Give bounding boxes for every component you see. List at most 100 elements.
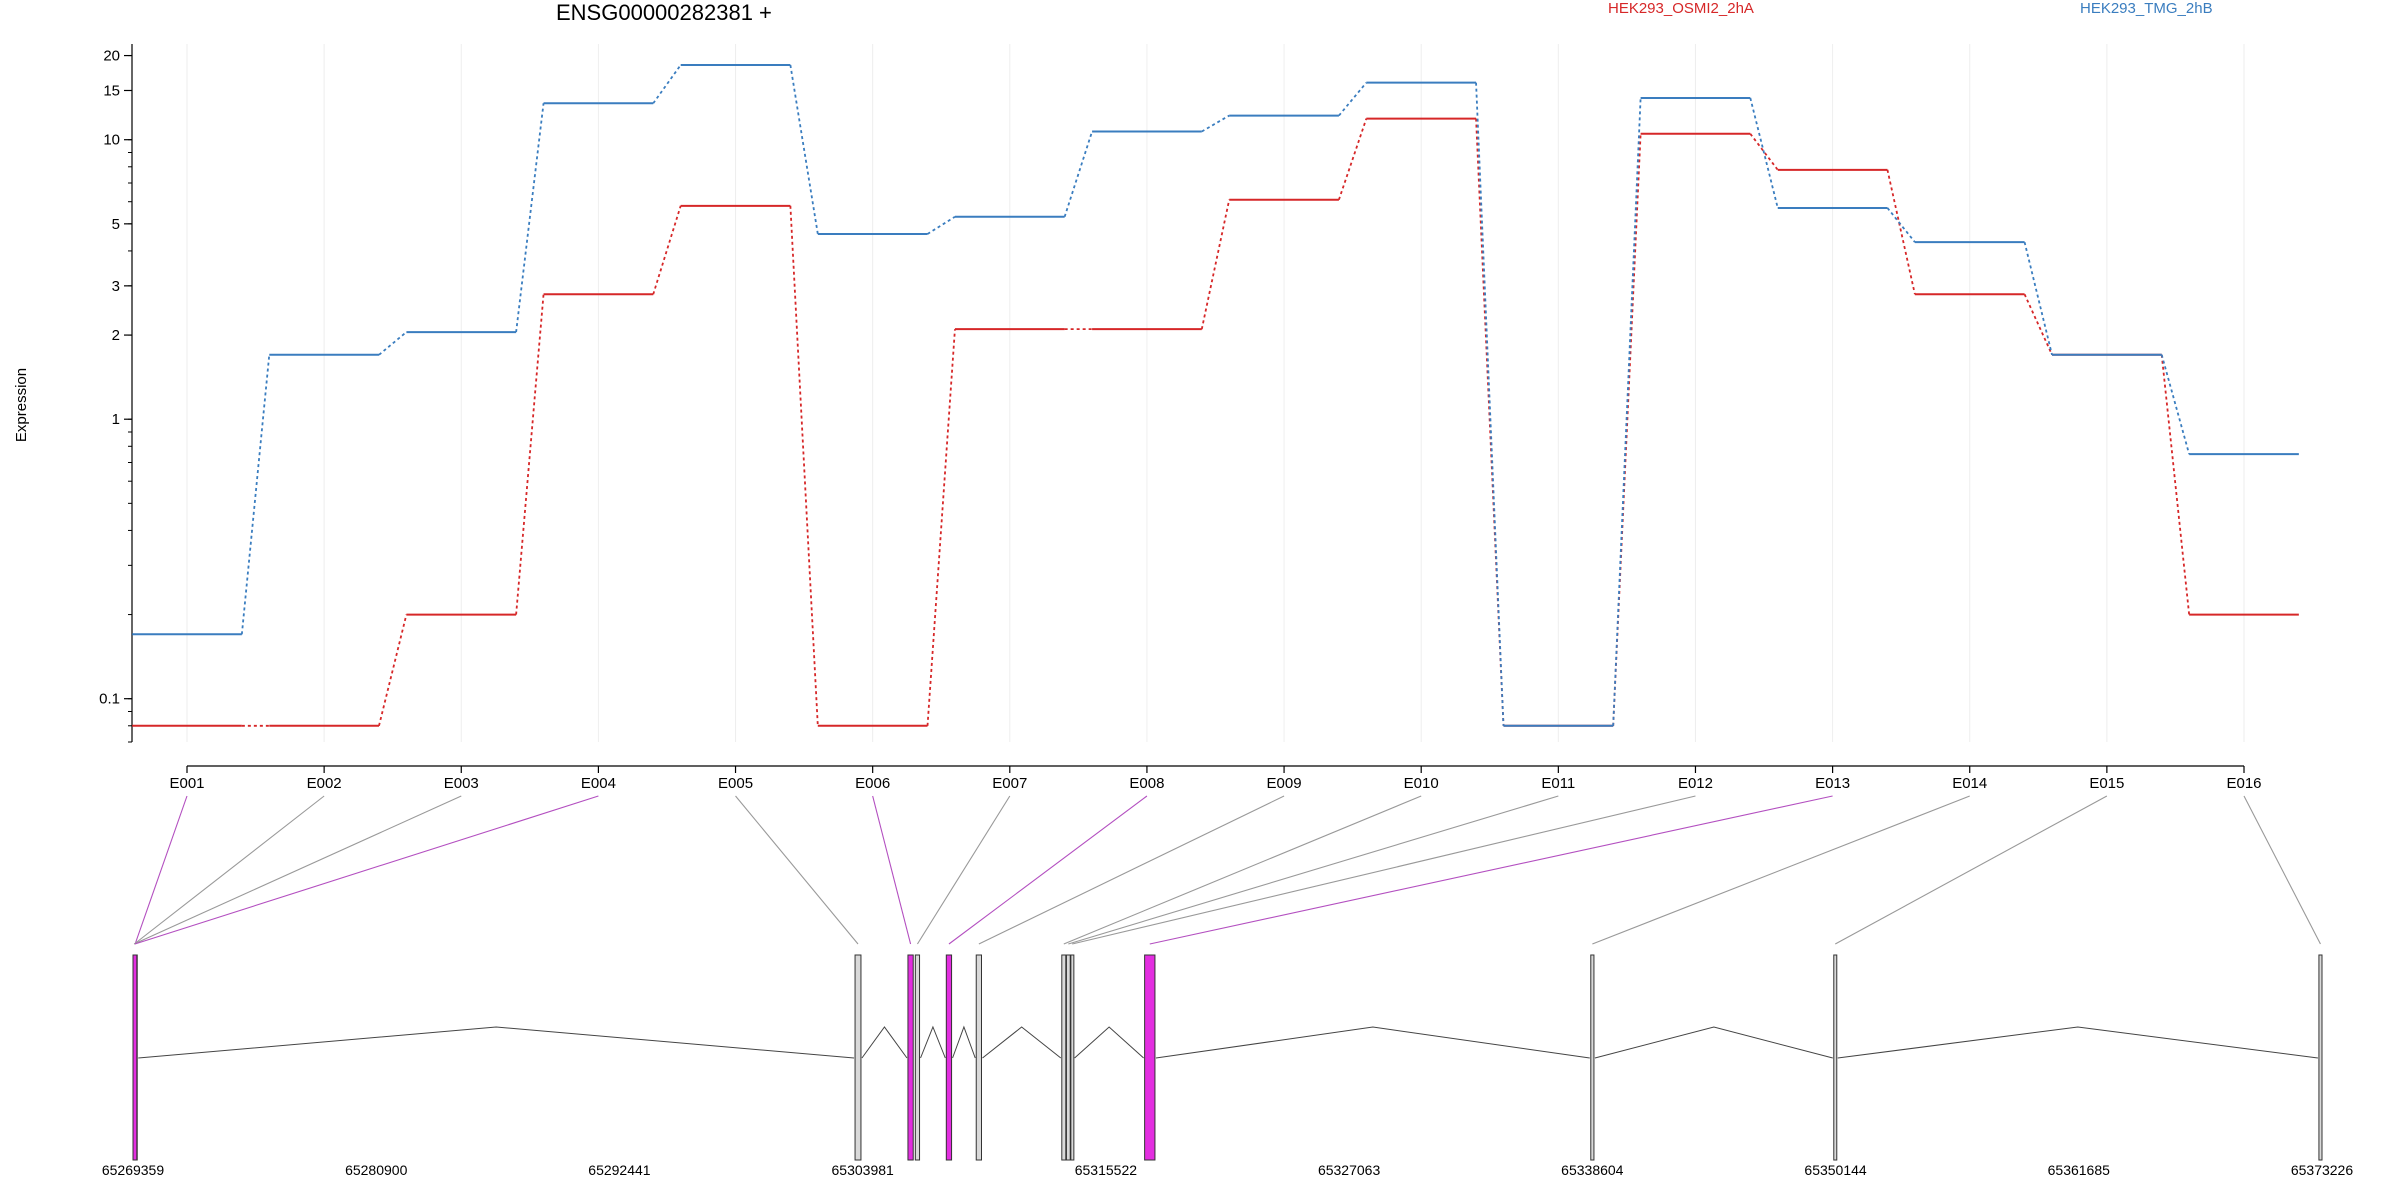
connector-e015: [1834, 795, 2108, 945]
coordinate-label: 65338604: [1561, 1162, 1624, 1178]
series-tmg: [132, 64, 2299, 727]
intron-line: [982, 1026, 1062, 1059]
y-tick-label: 1: [112, 411, 120, 428]
series-connector: [240, 354, 271, 635]
y-tick-label: 0.1: [99, 691, 120, 708]
series-connector: [378, 614, 408, 727]
intron-line: [1594, 1026, 1833, 1059]
exon-e012: [1070, 954, 1075, 1161]
connector-e005: [735, 795, 859, 945]
y-tick-label: 5: [112, 216, 120, 233]
x-tick-label-e007: E007: [992, 775, 1027, 792]
exon-e006: [907, 954, 914, 1161]
intron-line: [138, 1026, 855, 1059]
connector-e008: [948, 795, 1148, 945]
coordinate-label: 65280900: [345, 1162, 408, 1178]
exon-connector-layer: [133, 795, 2321, 945]
x-tick-label-e001: E001: [169, 775, 204, 792]
coordinate-label: 65303981: [832, 1162, 895, 1178]
connector-e007: [916, 795, 1011, 945]
connector-e014: [1592, 795, 1970, 945]
series-connector: [652, 205, 682, 295]
series-osmi2: [132, 117, 2299, 727]
y-tick-label: 20: [103, 48, 120, 65]
series-connector: [926, 329, 956, 726]
x-tick-label-e002: E002: [307, 775, 342, 792]
legend-entry-tmg: HEK293_TMG_2hB: [2080, 0, 2213, 17]
x-tick-label-e010: E010: [1404, 775, 1439, 792]
intron-line: [861, 1026, 908, 1059]
series-connector: [789, 64, 819, 235]
exon-e010: [1061, 954, 1067, 1161]
intron-line: [1074, 1026, 1144, 1059]
exon-e004: [132, 954, 138, 1161]
exon-e015: [1833, 954, 1838, 1161]
y-tick-label: 3: [112, 278, 120, 295]
legend-entry-osmi2: HEK293_OSMI2_2hA: [1608, 0, 1754, 17]
series-connector: [1063, 131, 1093, 218]
connector-e016: [2243, 795, 2321, 945]
series-connector: [652, 64, 682, 104]
connector-e009: [978, 795, 1285, 945]
x-tick-label-e014: E014: [1952, 775, 1987, 792]
x-tick-label-e004: E004: [581, 775, 616, 792]
intron-line: [952, 1025, 976, 1059]
intron-line: [920, 1025, 946, 1059]
coordinate-label: 65361685: [2048, 1162, 2111, 1178]
series-connector: [1475, 82, 1505, 726]
coordinate-label: 65269359: [102, 1162, 165, 1178]
exon-e016: [2318, 954, 2323, 1161]
exon-e007: [914, 954, 921, 1161]
series-connector: [1338, 82, 1368, 117]
exon-e013: [1144, 954, 1156, 1161]
series-connector: [2160, 354, 2191, 455]
series-connector: [2023, 241, 2053, 356]
x-tick-label-e006: E006: [855, 775, 890, 792]
coordinate-label: 65350144: [1804, 1162, 1867, 1178]
exon-e008: [945, 954, 953, 1161]
coordinate-label: 65315522: [1075, 1162, 1138, 1178]
y-tick-label: 15: [103, 82, 120, 99]
series-connector: [1338, 118, 1368, 200]
series-connector: [789, 205, 819, 726]
connector-e003: [133, 795, 462, 945]
series-layer: [132, 64, 2299, 727]
x-tick-label-e011: E011: [1541, 775, 1575, 792]
exon-e005: [854, 954, 862, 1161]
axis-layer: 0.1 1 2 3 5 10 15 20 E001 E002 E003 E004 E005 E006 E00…: [99, 44, 2262, 792]
y-axis-label: Expression: [13, 368, 30, 442]
x-tick-label-e016: E016: [2226, 775, 2261, 792]
grid-layer: [186, 44, 2245, 742]
x-tick-label-e012: E012: [1678, 775, 1713, 792]
series-connector: [378, 331, 407, 356]
series-connector: [515, 103, 545, 333]
series-connector: [1612, 97, 1642, 726]
x-tick-label-e013: E013: [1815, 775, 1850, 792]
connector-e012: [1072, 795, 1696, 945]
connector-e013: [1149, 795, 1833, 945]
series-connector: [1201, 114, 1230, 133]
connector-e004: [134, 795, 599, 945]
connector-e002: [133, 795, 325, 945]
coordinate-label: 65373226: [2291, 1162, 2354, 1178]
exon-e014: [1590, 954, 1595, 1161]
intron-line: [1837, 1026, 2318, 1059]
series-connector: [2023, 293, 2053, 356]
coordinate-label: 65327063: [1318, 1162, 1381, 1178]
connector-e006: [872, 795, 912, 945]
connector-e010: [1063, 795, 1422, 945]
series-connector: [1200, 199, 1231, 330]
connector-e001: [134, 795, 188, 945]
x-tick-label-e003: E003: [444, 775, 479, 792]
series-connector: [927, 216, 956, 235]
y-tick-label: 2: [112, 327, 120, 344]
x-tick-label-e009: E009: [1267, 775, 1302, 792]
exon-e011: [1065, 954, 1071, 1161]
series-connector: [1886, 207, 1916, 243]
x-tick-label-e008: E008: [1129, 775, 1164, 792]
x-tick-label-e015: E015: [2089, 775, 2124, 792]
series-connector: [1749, 133, 1779, 171]
series-connector: [2160, 354, 2191, 615]
coordinate-label: 65292441: [588, 1162, 651, 1178]
